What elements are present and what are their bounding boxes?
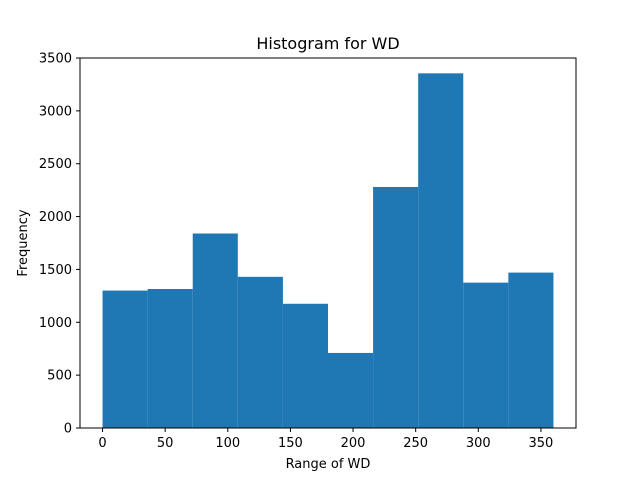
- x-tick-label: 250: [403, 436, 428, 451]
- plot-frame: [79, 57, 577, 429]
- histogram-bar: [147, 288, 193, 428]
- x-tick-label: 300: [466, 436, 491, 451]
- y-tick-label: 2500: [39, 157, 72, 172]
- histogram-bar: [192, 233, 238, 428]
- y-tick-label: 500: [47, 369, 72, 384]
- x-tick-label: 50: [157, 436, 174, 451]
- y-tick-label: 0: [64, 422, 72, 437]
- histogram-bar: [328, 352, 374, 428]
- bars-group: [102, 73, 554, 428]
- x-tick-label: 150: [278, 436, 303, 451]
- histogram-bar: [508, 272, 554, 428]
- x-axis: 0 50 100 150 200 250 300 350: [98, 428, 553, 451]
- y-tick-label: 1500: [39, 263, 72, 278]
- x-tick-label: 200: [341, 436, 366, 451]
- y-tick-label: 3000: [39, 104, 72, 119]
- chart-title: Histogram for WD: [256, 34, 399, 53]
- x-tick-label: 350: [529, 436, 554, 451]
- histogram-bar: [102, 290, 148, 428]
- y-tick-label: 1000: [39, 316, 72, 331]
- x-axis-label: Range of WD: [286, 457, 371, 472]
- histogram-bar: [418, 73, 464, 428]
- histogram-bar: [373, 186, 419, 428]
- y-tick-label: 3500: [39, 52, 72, 67]
- histogram-bar: [237, 276, 283, 428]
- x-tick-label: 100: [215, 436, 240, 451]
- histogram-bar: [282, 303, 328, 428]
- y-axis: 0 500 1000 1500 2000 2500 3000 3500: [39, 52, 80, 437]
- y-axis-label: Frequency: [16, 209, 31, 276]
- x-tick-label: 0: [98, 436, 106, 451]
- y-tick-label: 2000: [39, 210, 72, 225]
- histogram-bar: [463, 282, 509, 428]
